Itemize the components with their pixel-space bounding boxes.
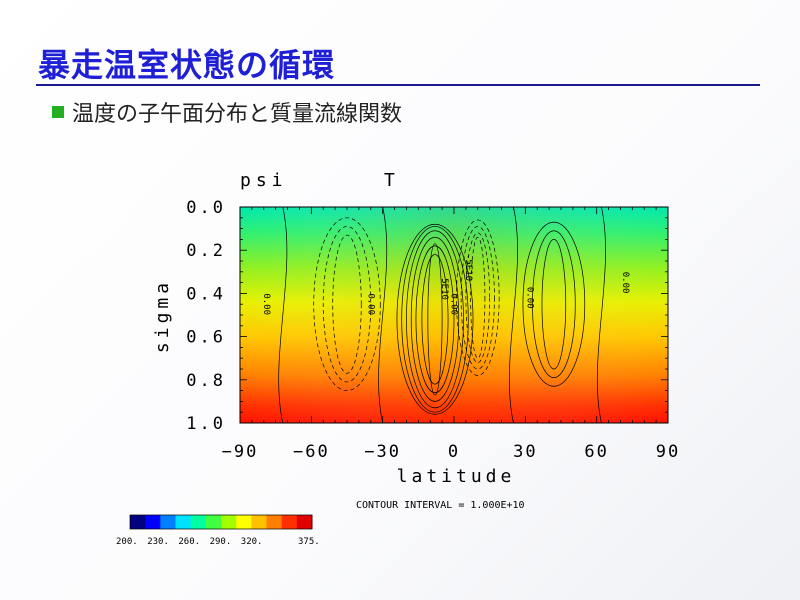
colorbar-tick-label: 290.	[210, 537, 232, 547]
psi-contour	[460, 226, 495, 370]
y-tick-label: 0.0	[186, 198, 226, 218]
slide-title: 暴走温室状態の循環	[38, 46, 336, 84]
y-tick-label: 0.8	[186, 371, 226, 391]
contour-interval-note: CONTOUR INTERVAL = 1.000E+10	[356, 500, 525, 511]
panel-label-psi: psi	[240, 170, 288, 191]
psi-contour	[406, 230, 464, 409]
x-tick-label: 90	[656, 442, 680, 462]
x-tick-label: −90	[222, 442, 259, 462]
psi-contour	[401, 226, 469, 413]
bullet-line: 温度の子午面分布と質量流線関数	[52, 96, 402, 128]
contour-label: 0.00	[620, 272, 630, 294]
colorbar-tick-label: 375.	[298, 537, 320, 547]
y-tick-label: 0.6	[186, 328, 226, 348]
y-axis-label: sigma	[152, 279, 173, 353]
psi-contour	[541, 239, 567, 370]
x-tick-label: −30	[364, 442, 401, 462]
title-rule	[36, 84, 760, 86]
colorbar-swatch	[281, 515, 298, 529]
colorbar-swatch	[205, 515, 222, 529]
psi-contour	[396, 223, 474, 415]
colorbar-swatch	[221, 515, 237, 529]
contour-label: 0.00	[365, 293, 375, 315]
psi-contour	[532, 230, 576, 378]
x-tick-label: 0	[448, 442, 460, 462]
contour-label: 5E10	[439, 278, 449, 300]
colorbar-swatch	[251, 515, 267, 529]
zero-contour	[596, 206, 606, 424]
colorbar-swatch	[175, 515, 192, 529]
colorbar-swatch	[145, 515, 161, 529]
zero-contour	[508, 206, 518, 424]
psi-contour	[456, 219, 500, 376]
psi-contour	[522, 221, 586, 387]
psi-contour	[322, 226, 372, 383]
psi-contour	[465, 232, 491, 363]
y-tick-label: 1.0	[186, 414, 226, 434]
colorbar-swatch	[130, 515, 146, 529]
psi-contour	[470, 236, 486, 359]
psi-contour	[313, 217, 381, 391]
colorbar-tick-labels: 200. 230. 260. 290. 320. 375.	[116, 537, 320, 547]
bullet-square-icon	[52, 106, 64, 118]
colorbar-frame	[129, 514, 313, 530]
psi-contour	[332, 234, 362, 374]
x-axis-label: latitude	[397, 466, 516, 487]
colorbar-swatch	[296, 515, 313, 529]
zero-contour	[378, 206, 388, 424]
panel-label-T: T	[384, 170, 395, 191]
colorbar-tick-label: 230.	[147, 537, 169, 547]
contour-label: -5E10	[463, 254, 473, 281]
y-tick-labels: 0.0 0.2 0.4 0.6 0.8 1.0	[186, 198, 226, 434]
y-tick-label: 0.2	[186, 241, 226, 261]
colorbar-swatch	[266, 515, 283, 529]
contour-label: 0.00	[261, 293, 271, 315]
psi-contour	[427, 243, 443, 396]
colorbar	[129, 514, 313, 530]
y-tick-label: 0.4	[186, 284, 226, 304]
x-tick-label: −60	[293, 442, 330, 462]
psi-contour	[410, 236, 460, 402]
bullet-text: 温度の子午面分布と質量流線関数	[72, 102, 403, 127]
psi-contour	[421, 254, 449, 385]
colorbar-swatch	[236, 515, 252, 529]
plot-frame	[239, 206, 669, 424]
x-tick-labels: −90 −60 −30 0 30 60 90	[222, 442, 680, 462]
psi-contour	[415, 245, 455, 394]
contour-label: 0.00	[449, 293, 459, 315]
contour-label: 0.00	[525, 287, 535, 309]
psi-contours: 0.00 0.00 0.00 0.00 0.00 -5E10 5E10	[261, 206, 630, 424]
x-tick-label: 60	[584, 442, 608, 462]
colorbar-swatch	[160, 515, 176, 529]
colorbar-tick-label: 320.	[241, 537, 263, 547]
colorbar-tick-label: 260.	[178, 537, 200, 547]
colorbar-tick-label: 200.	[116, 537, 138, 547]
colorbar-swatch	[190, 515, 207, 529]
x-tick-label: 30	[513, 442, 537, 462]
zero-contour	[278, 206, 288, 424]
